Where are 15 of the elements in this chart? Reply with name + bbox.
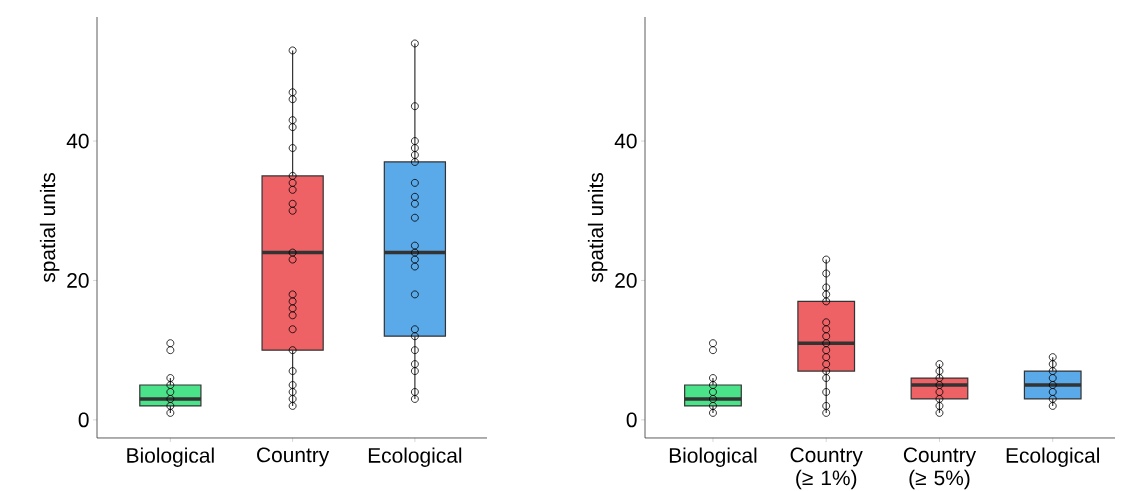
y-tick-label: 0 [78,412,89,428]
x-tick-label: Biological [127,447,214,468]
y-tick-label: 40 [66,133,89,149]
y-tick-label: 40 [614,133,637,149]
y-axis-title: spatial units [39,173,60,283]
x-tick-label: Ecological [1006,447,1099,468]
y-tick-label: 20 [615,273,637,288]
x-tick-label: Ecological [368,447,462,468]
x-tick-label: Country (≥ 1%) [790,447,863,490]
y-tick-label: 0 [626,412,637,428]
x-tick-label: Biological [669,447,757,468]
y-axis-title: spatial units [587,173,608,283]
y-tick-label: 20 [67,273,89,288]
x-tick-label: Country [257,447,330,467]
x-tick-label: Country (≥ 5%) [903,447,977,490]
